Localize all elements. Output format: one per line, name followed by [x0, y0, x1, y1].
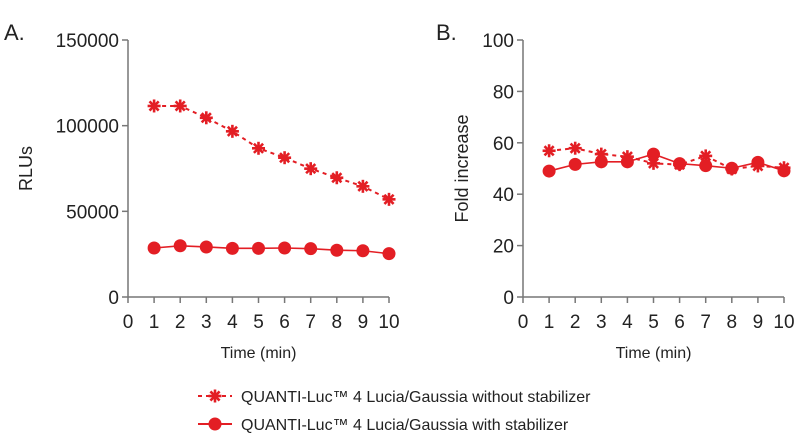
x-tick-label: 2: [570, 312, 581, 333]
panel-label: A.: [4, 20, 25, 45]
data-point-with-stabilizer: [751, 155, 765, 169]
data-point-without-stabilizer: [173, 99, 187, 113]
data-point-with-stabilizer: [594, 155, 608, 169]
data-point-with-stabilizer: [278, 241, 292, 255]
y-tick-label: 0: [503, 288, 514, 309]
x-tick-label: 4: [227, 312, 238, 333]
y-tick-label: 0: [108, 288, 119, 309]
legend-label: QUANTI-Luc™ 4 Lucia/Gaussia with stabili…: [241, 417, 569, 434]
asterisk-stroke: [252, 142, 265, 154]
y-axis-label: RLUs: [16, 146, 36, 191]
asterisk-stroke: [700, 150, 712, 162]
y-tick-label: 40: [493, 185, 514, 206]
x-tick-label: 0: [518, 312, 529, 333]
data-point-with-stabilizer: [330, 243, 344, 257]
data-point-without-stabilizer: [304, 162, 318, 176]
data-point-with-stabilizer: [147, 241, 161, 255]
x-tick-label: 7: [700, 312, 711, 333]
data-point-with-stabilizer: [568, 157, 582, 171]
data-point-with-stabilizer: [725, 161, 739, 175]
x-tick-label: 10: [378, 312, 399, 333]
x-tick-label: 3: [596, 312, 607, 333]
x-tick-label: 2: [175, 312, 186, 333]
y-tick-label: 150000: [56, 31, 119, 52]
x-axis-label: Time (min): [616, 345, 692, 362]
data-point-with-stabilizer: [252, 241, 265, 255]
asterisk-stroke: [543, 145, 555, 157]
asterisk-stroke: [331, 172, 343, 184]
legend-asterisk-icon: [208, 389, 222, 403]
data-point-with-stabilizer: [777, 164, 791, 178]
data-point-with-stabilizer: [542, 164, 556, 178]
legend-label: QUANTI-Luc™ 4 Lucia/Gaussia without stab…: [241, 389, 591, 406]
data-point-with-stabilizer: [199, 240, 213, 254]
asterisk-stroke: [383, 193, 395, 205]
asterisk-stroke: [357, 180, 369, 192]
asterisk-stroke: [569, 142, 581, 154]
data-point-without-stabilizer: [252, 141, 265, 155]
y-axis-label: Fold increase: [452, 114, 472, 222]
data-point-without-stabilizer: [542, 144, 556, 158]
y-tick-label: 80: [493, 82, 514, 103]
y-tick-label: 100: [482, 31, 514, 52]
legend: QUANTI-Luc™ 4 Lucia/Gaussia without stab…: [198, 389, 591, 434]
y-tick-label: 50000: [66, 202, 119, 223]
data-point-with-stabilizer: [304, 242, 318, 256]
x-tick-label: 10: [773, 312, 794, 333]
x-tick-label: 5: [253, 312, 264, 333]
data-point-without-stabilizer: [330, 171, 344, 185]
data-point-without-stabilizer: [568, 141, 582, 155]
data-point-without-stabilizer: [147, 99, 161, 113]
asterisk-stroke: [305, 163, 317, 175]
series-line-without-stabilizer: [549, 147, 785, 171]
x-tick-label: 8: [727, 312, 738, 333]
x-tick-label: 1: [149, 312, 160, 333]
x-tick-label: 6: [674, 312, 685, 333]
y-tick-label: 20: [493, 237, 514, 258]
x-tick-label: 0: [123, 312, 134, 333]
x-tick-label: 6: [279, 312, 290, 333]
asterisk-stroke: [279, 152, 291, 164]
x-tick-label: 5: [648, 312, 659, 333]
data-point-with-stabilizer: [699, 159, 713, 173]
legend-circle-icon: [208, 417, 222, 431]
x-axis-label: Time (min): [221, 345, 297, 362]
asterisk-stroke: [148, 100, 160, 112]
data-point-without-stabilizer: [382, 192, 396, 206]
asterisk-stroke: [200, 112, 212, 124]
data-point-without-stabilizer: [199, 111, 213, 125]
x-tick-label: 1: [544, 312, 555, 333]
asterisk-stroke: [647, 157, 660, 169]
data-point-with-stabilizer: [673, 157, 687, 171]
x-tick-label: 3: [201, 312, 212, 333]
x-tick-label: 8: [332, 312, 343, 333]
data-point-without-stabilizer: [225, 124, 239, 138]
data-point-with-stabilizer: [620, 155, 634, 169]
series-line-with-stabilizer: [154, 244, 390, 255]
data-point-with-stabilizer: [225, 241, 239, 255]
x-tick-label: 9: [358, 312, 369, 333]
data-point-with-stabilizer: [382, 247, 396, 261]
y-tick-label: 60: [493, 134, 514, 155]
x-tick-label: 9: [753, 312, 764, 333]
data-point-without-stabilizer: [278, 151, 292, 165]
x-tick-label: 7: [305, 312, 316, 333]
panel-label: B.: [436, 20, 457, 45]
series-line-without-stabilizer: [154, 104, 390, 201]
asterisk-stroke: [226, 125, 238, 137]
data-point-without-stabilizer: [356, 179, 370, 193]
x-tick-label: 4: [622, 312, 633, 333]
asterisk-stroke: [174, 100, 186, 112]
y-tick-label: 100000: [56, 117, 119, 138]
data-point-with-stabilizer: [356, 244, 370, 258]
data-point-with-stabilizer: [173, 239, 187, 253]
data-point-with-stabilizer: [647, 147, 660, 161]
asterisk-stroke: [209, 390, 221, 402]
series-line-with-stabilizer: [548, 153, 785, 172]
